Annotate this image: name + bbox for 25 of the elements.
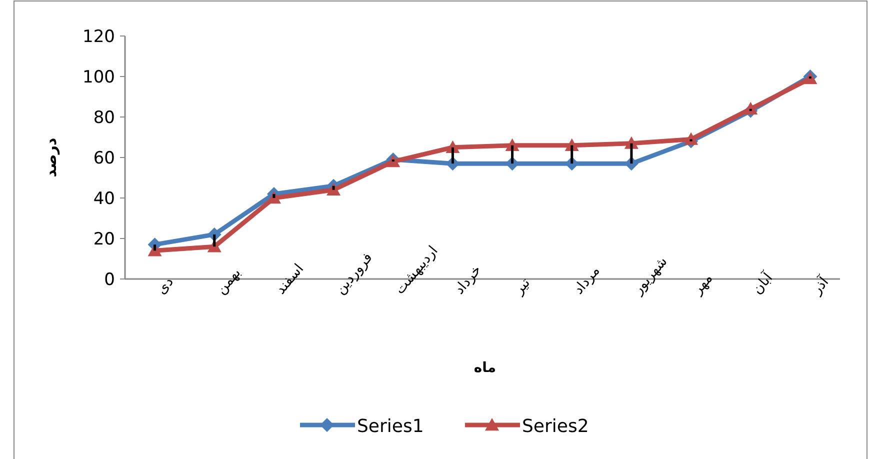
x-tick-label: بهمن	[213, 264, 244, 298]
x-tick-label: آذر	[806, 272, 833, 298]
y-tick-label: 40	[93, 189, 115, 209]
legend-label: Series2	[522, 416, 589, 437]
y-tick-label: 120	[82, 27, 115, 47]
legend-label: Series1	[357, 416, 424, 437]
y-tick-label: 60	[93, 148, 115, 168]
x-tick-label: تیر	[510, 275, 534, 298]
x-tick-label: خرداد	[452, 262, 485, 298]
x-tick-label: اردیبهشت	[392, 243, 442, 298]
x-tick-label: مهر	[689, 270, 716, 298]
y-axis-title: درصد	[42, 137, 60, 178]
x-tick-label: شهریور	[630, 254, 671, 298]
x-tick-label: اسفند	[272, 261, 308, 298]
y-tick-label: 0	[104, 270, 115, 290]
y-tick-label: 20	[93, 230, 115, 250]
x-tick-label: فروردین	[332, 250, 376, 298]
x-tick-label: مرداد	[570, 263, 604, 298]
point	[744, 102, 758, 114]
x-axis-title: ماه	[474, 360, 496, 376]
y-tick-label: 100	[82, 68, 115, 88]
point	[684, 132, 698, 145]
x-tick-label: آبان	[748, 268, 777, 298]
y-tick-label: 80	[93, 108, 115, 128]
x-tick-label: دی	[154, 274, 177, 298]
